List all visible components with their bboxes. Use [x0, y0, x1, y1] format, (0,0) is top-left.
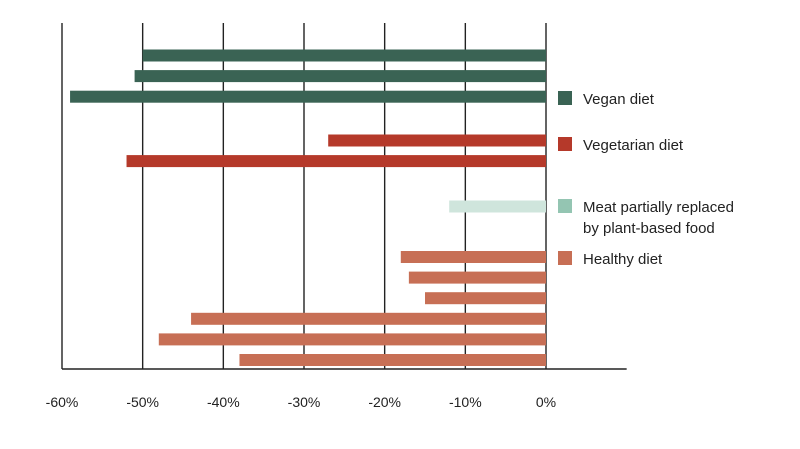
legend-swatch-3: [558, 251, 572, 265]
bar-2-0: [449, 200, 546, 213]
legend-swatch-2: [558, 199, 572, 213]
bars: [70, 49, 547, 366]
x-tick-label-3: -30%: [288, 394, 321, 410]
x-tick-labels: -60% -50% -40% -30% -20% -10% 0%: [46, 394, 556, 410]
x-tick-label-4: -20%: [368, 394, 401, 410]
bar-3-0: [400, 251, 546, 263]
x-tick-label-5: -10%: [449, 394, 482, 410]
legend-label-1: Vegetarian diet: [583, 137, 684, 154]
bar-0-2: [70, 90, 547, 103]
bar-0-0: [142, 49, 546, 62]
bar-3-4: [158, 333, 547, 346]
bar-3-3: [191, 312, 547, 325]
legend-swatch-1: [558, 137, 572, 151]
x-tick-label-1: -50%: [126, 394, 159, 410]
bar-3-2: [425, 292, 546, 305]
x-tick-label-0: -60%: [46, 394, 79, 410]
legend: Vegan diet Vegetarian diet Meat partially …: [558, 91, 734, 268]
legend-label-3: Healthy diet: [583, 251, 663, 268]
bar-1-1: [126, 155, 547, 168]
x-tick-label-2: -40%: [207, 394, 240, 410]
bar-0-1: [134, 70, 546, 83]
legend-swatch-0: [558, 91, 572, 105]
legend-label-0: Vegan diet: [583, 91, 655, 108]
legend-label-2: Meat partially replaced by plant-based fo…: [583, 199, 734, 237]
x-tick-label-6: 0%: [536, 394, 556, 410]
bar-3-5: [239, 354, 546, 366]
bar-1-0: [328, 134, 546, 147]
bar-3-1: [408, 271, 546, 284]
